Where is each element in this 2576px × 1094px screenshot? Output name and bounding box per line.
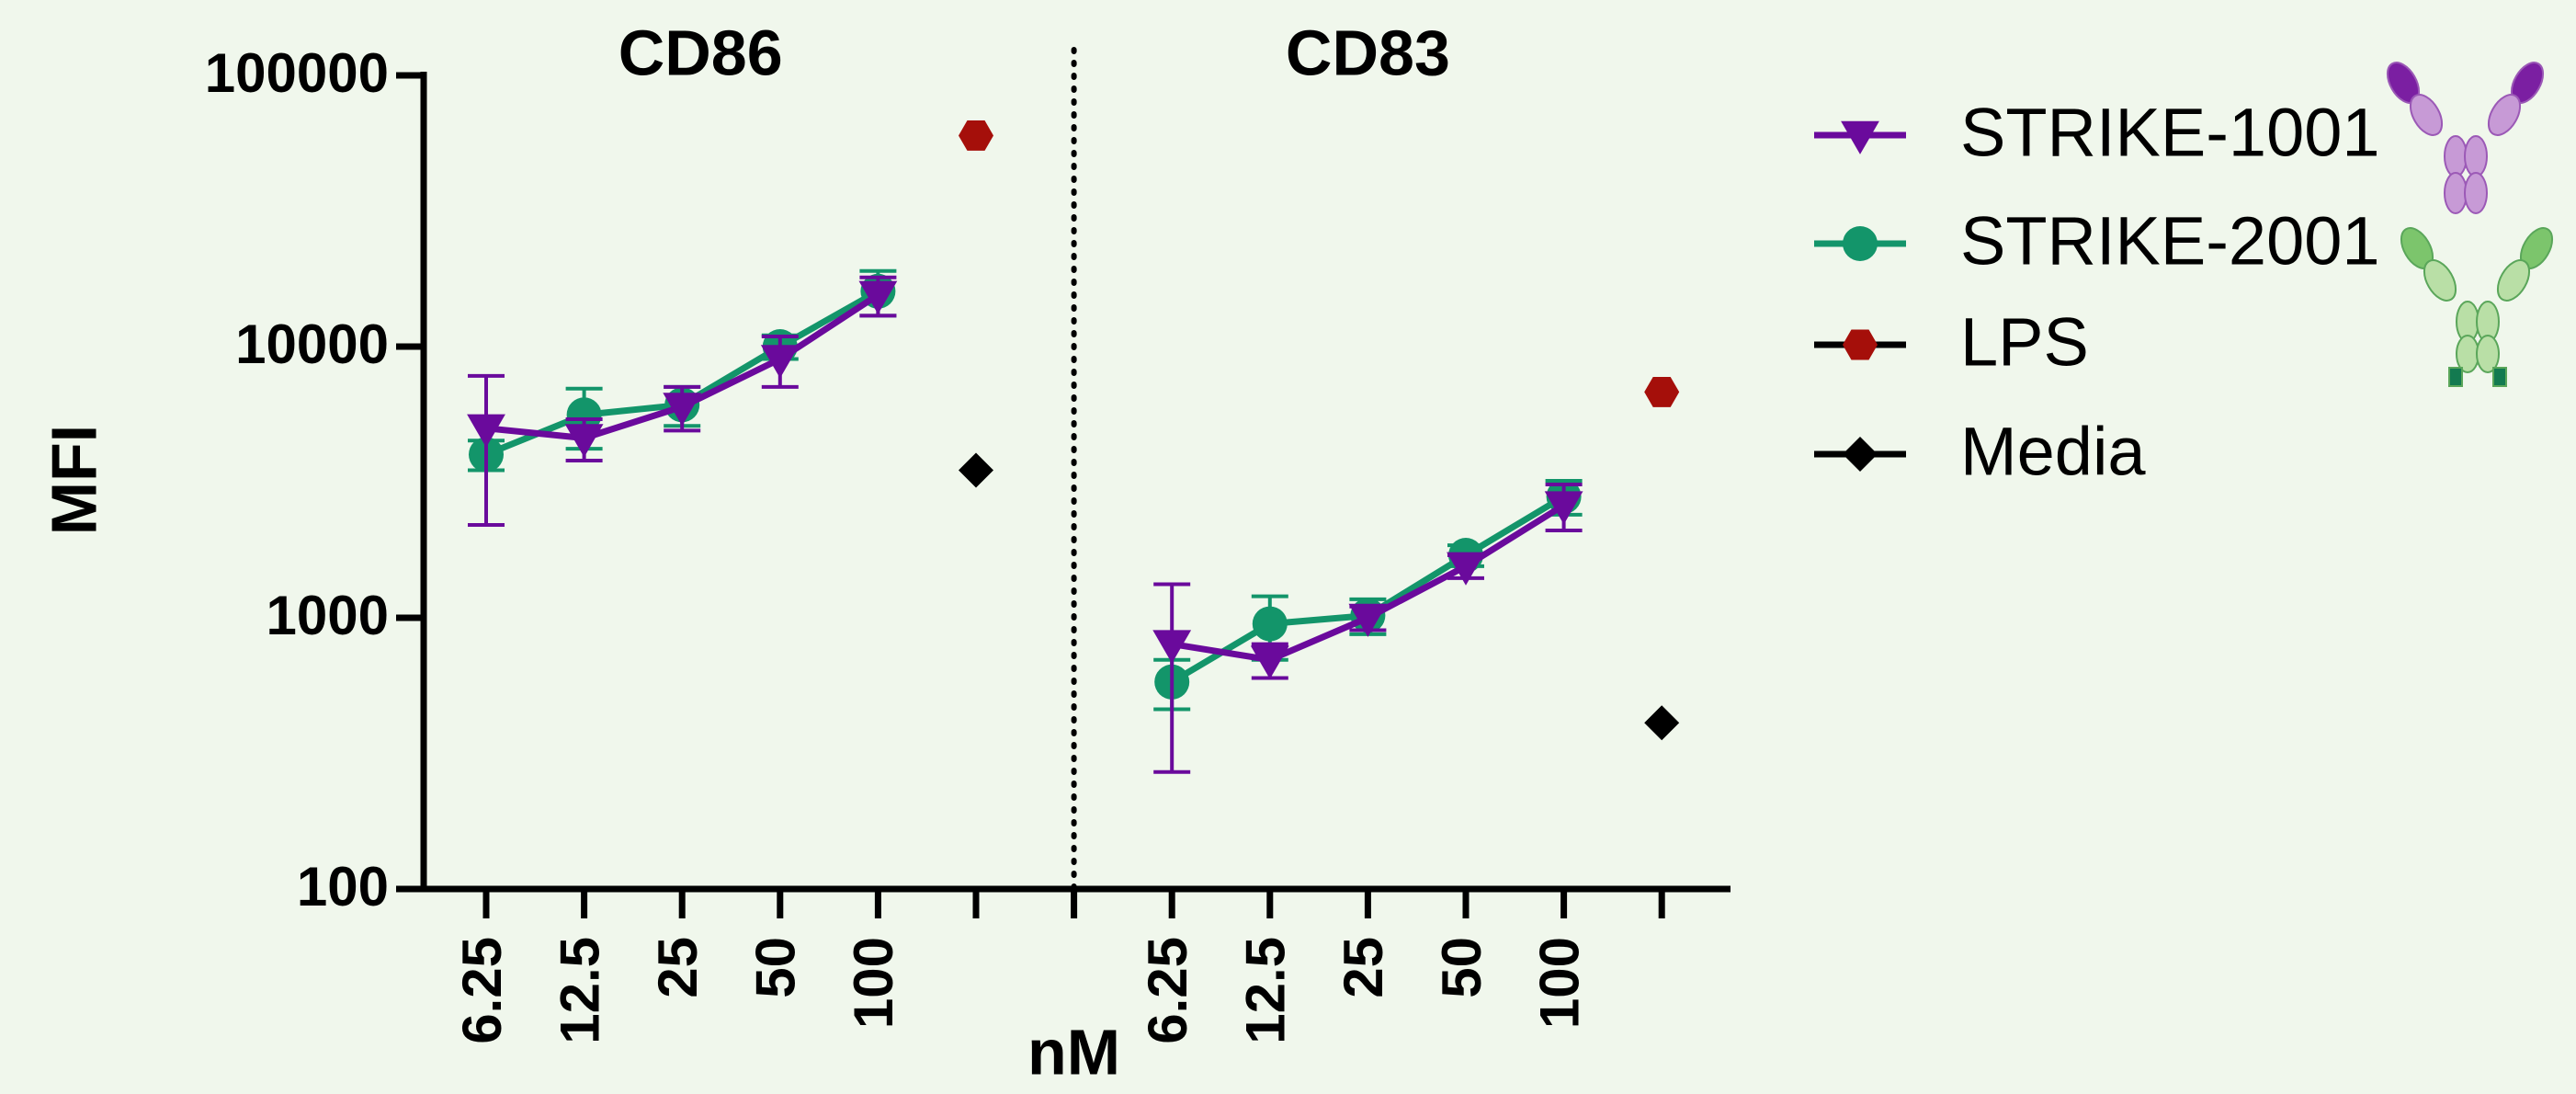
legend-label: LPS — [1960, 304, 2089, 381]
panel-title: CD83 — [1286, 17, 1450, 88]
legend-label: Media — [1960, 414, 2146, 490]
marker — [1544, 491, 1583, 525]
y-axis-label: MFI — [38, 425, 109, 536]
marker — [1644, 705, 1680, 741]
series — [959, 452, 1680, 741]
marker — [1348, 603, 1388, 637]
y-tick-label: 1000 — [267, 585, 389, 646]
x-tick-label: 50 — [1431, 937, 1492, 998]
legend-label: STRIKE-1001 — [1960, 95, 2380, 171]
legend-marker — [1843, 226, 1878, 261]
series — [959, 120, 1680, 407]
marker — [663, 393, 702, 427]
error-bar — [468, 373, 505, 527]
marker — [1447, 552, 1485, 586]
marker — [1252, 606, 1288, 642]
x-tick-label: 12.5 — [1235, 937, 1297, 1044]
marker — [566, 397, 602, 433]
marker — [1152, 630, 1192, 664]
x-tick-label: 25 — [1333, 937, 1394, 998]
marker — [467, 414, 505, 448]
x-tick-label: 6.25 — [1137, 937, 1198, 1044]
marker — [1250, 645, 1289, 679]
x-tick-label: 25 — [647, 937, 709, 998]
marker — [1644, 376, 1680, 407]
x-axis-label: nM — [1027, 1016, 1120, 1088]
marker — [760, 345, 800, 379]
y-tick-label: 100 — [297, 856, 389, 917]
x-tick-label: 50 — [745, 937, 807, 998]
marker — [959, 120, 993, 151]
y-tick-label: 100000 — [205, 42, 389, 104]
marker — [564, 424, 604, 458]
antibody-icon — [2386, 62, 2545, 214]
legend-label: STRIKE-2001 — [1960, 203, 2380, 279]
legend-marker — [1843, 437, 1878, 472]
x-tick-label: 100 — [1528, 937, 1590, 1029]
marker — [858, 280, 898, 314]
x-tick-label: 6.25 — [451, 937, 513, 1044]
antibody-icon — [2400, 227, 2554, 387]
panel-title: CD86 — [618, 17, 783, 88]
x-tick-label: 12.5 — [549, 937, 610, 1044]
x-tick-label: 100 — [843, 937, 904, 1029]
marker — [959, 452, 993, 488]
legend-marker — [1843, 329, 1878, 360]
y-tick-label: 10000 — [235, 313, 389, 375]
error-bar — [1153, 582, 1191, 774]
series — [467, 275, 1583, 774]
legend-marker — [1841, 120, 1879, 154]
